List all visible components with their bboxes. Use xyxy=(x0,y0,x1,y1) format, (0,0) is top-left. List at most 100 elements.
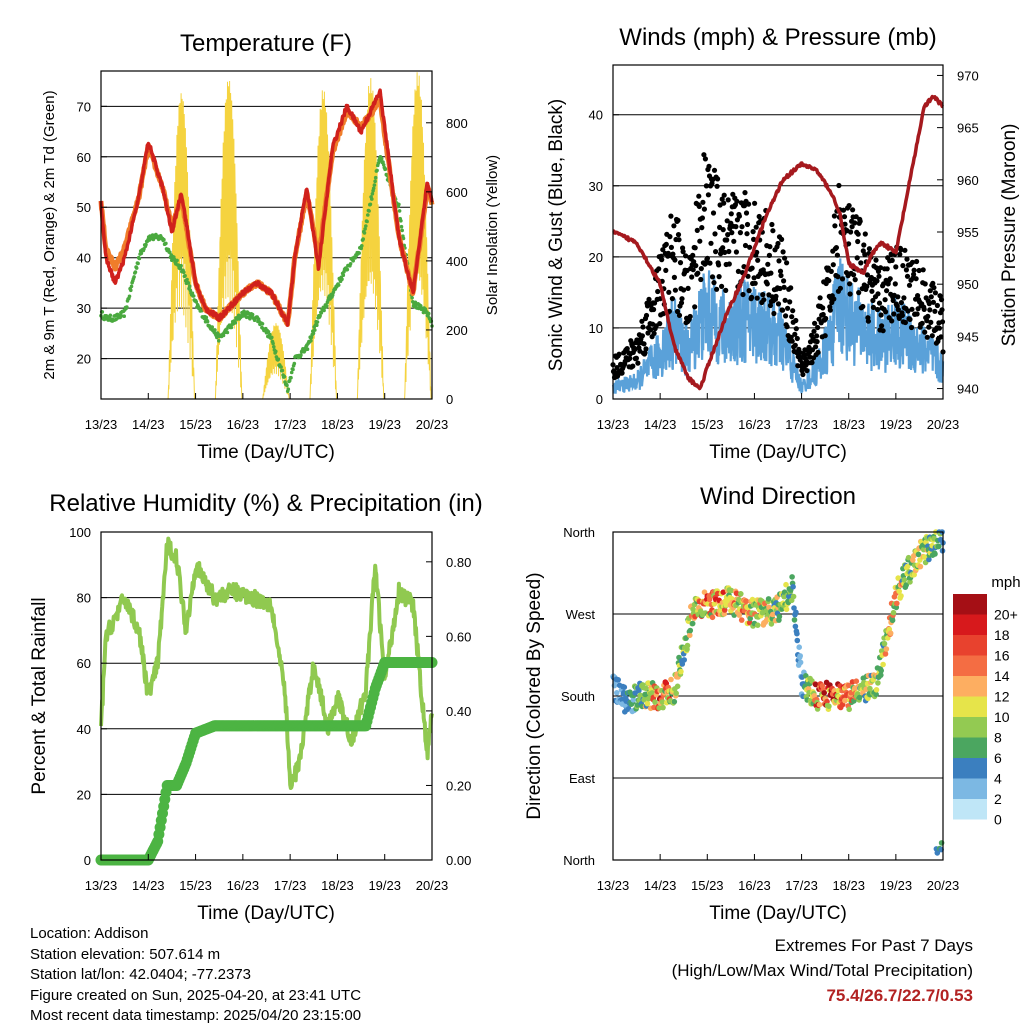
gust-point xyxy=(680,249,686,255)
gust-point xyxy=(898,300,905,306)
gust-point xyxy=(793,317,799,324)
gust-point xyxy=(715,176,721,182)
direction-point xyxy=(754,622,761,628)
dewpoint-point xyxy=(134,266,139,270)
direction-xtick-label: 14/23 xyxy=(644,878,677,893)
dewpoint-point xyxy=(271,341,275,346)
direction-xtick-label: 17/23 xyxy=(785,878,818,893)
direction-point xyxy=(792,623,799,630)
speed-legend-label: 18 xyxy=(994,627,1010,643)
gust-point xyxy=(700,199,706,205)
direction-point xyxy=(881,640,888,647)
gust-point xyxy=(825,265,831,271)
winds-y2tick-label: 955 xyxy=(957,225,979,240)
temperature-ytick-label: 70 xyxy=(77,99,91,114)
dewpoint-point xyxy=(185,277,189,282)
winds-y2tick-label: 950 xyxy=(957,277,979,292)
humidity-y2tick-label: 0.80 xyxy=(446,555,471,570)
winds-y2tick-label: 970 xyxy=(957,68,979,83)
direction-point xyxy=(743,598,750,605)
dewpoint-point xyxy=(351,259,356,263)
gust-point xyxy=(690,252,696,258)
gust-point xyxy=(790,308,796,314)
winds-ytick-label: 10 xyxy=(589,321,603,336)
direction-point xyxy=(867,685,873,692)
direction-point xyxy=(856,694,863,701)
humidity-xtick-label: 13/23 xyxy=(85,878,118,893)
gust-point xyxy=(848,229,854,235)
gust-point xyxy=(915,293,921,299)
gust-point xyxy=(726,248,732,255)
gust-point xyxy=(937,293,943,299)
direction-point xyxy=(789,574,795,580)
winds-panel: Winds (mph) & Pressure (mb) Time (Day/UT… xyxy=(546,24,1020,463)
gust-point xyxy=(616,351,622,357)
dewpoint-point xyxy=(309,338,313,343)
gust-point xyxy=(663,267,669,273)
gust-point xyxy=(712,231,718,237)
gust-point xyxy=(731,238,737,244)
gust-point xyxy=(865,318,872,324)
gust-point xyxy=(734,198,740,204)
gust-point xyxy=(752,200,758,206)
dewpoint-point xyxy=(348,262,353,266)
gust-point xyxy=(904,273,911,279)
dewpoint-point xyxy=(108,313,113,318)
gust-point xyxy=(789,314,795,320)
winds-ytick-label: 0 xyxy=(596,392,603,407)
dewpoint-point xyxy=(129,284,134,289)
gust-point xyxy=(744,221,751,228)
gust-point xyxy=(706,163,712,169)
humidity-ytick-label: 100 xyxy=(69,525,91,540)
gust-point xyxy=(864,272,871,278)
direction-point xyxy=(882,651,889,657)
gust-point xyxy=(927,307,933,313)
figure-created: Figure created on Sun, 2025-04-20, at 23… xyxy=(30,986,362,1004)
gust-point xyxy=(765,261,771,267)
gust-point xyxy=(692,245,698,251)
gust-point xyxy=(792,331,798,337)
gust-point xyxy=(779,236,785,242)
temperature-xtick-label: 18/23 xyxy=(321,417,354,432)
temperature-xtick-label: 15/23 xyxy=(179,417,212,432)
gust-point xyxy=(901,295,907,301)
winds-plot-area xyxy=(610,94,946,394)
gust-point xyxy=(876,273,882,279)
direction-point xyxy=(738,591,744,597)
gust-point xyxy=(737,230,744,236)
dewpoint-point xyxy=(122,314,126,319)
gust-point xyxy=(687,313,693,320)
gust-point xyxy=(728,211,734,217)
direction-point xyxy=(659,699,666,705)
gust-point xyxy=(743,210,750,216)
direction-point xyxy=(644,700,651,707)
direction-ytick-label: West xyxy=(566,607,596,622)
dewpoint-point xyxy=(291,367,295,372)
direction-xtick-label: 13/23 xyxy=(597,878,630,893)
direction-xtick-label: 16/23 xyxy=(738,878,771,893)
gust-point xyxy=(720,245,726,251)
gust-point xyxy=(751,275,757,281)
dewpoint-point xyxy=(210,325,214,329)
gust-point xyxy=(711,167,718,173)
gust-point xyxy=(914,258,920,265)
dewpoint-point xyxy=(364,224,368,228)
gust-point xyxy=(726,261,732,267)
direction-point xyxy=(878,667,884,674)
dewpoint-point xyxy=(397,202,401,207)
dewpoint-point xyxy=(221,333,226,338)
winds-ylabel-right: Station Pressure (Maroon) xyxy=(999,124,1020,347)
gust-point xyxy=(672,257,678,263)
gust-point xyxy=(725,232,731,238)
dewpoint-point xyxy=(119,314,124,318)
dewpoint-point xyxy=(315,323,319,328)
gust-point xyxy=(716,274,722,280)
gust-point xyxy=(720,227,726,233)
direction-point xyxy=(768,621,775,627)
dewpoint-point xyxy=(186,281,191,285)
direction-point xyxy=(894,600,900,607)
humidity-xtick-label: 14/23 xyxy=(132,878,165,893)
gust-point xyxy=(931,285,937,291)
gust-point xyxy=(709,274,716,280)
gust-point xyxy=(855,231,861,237)
